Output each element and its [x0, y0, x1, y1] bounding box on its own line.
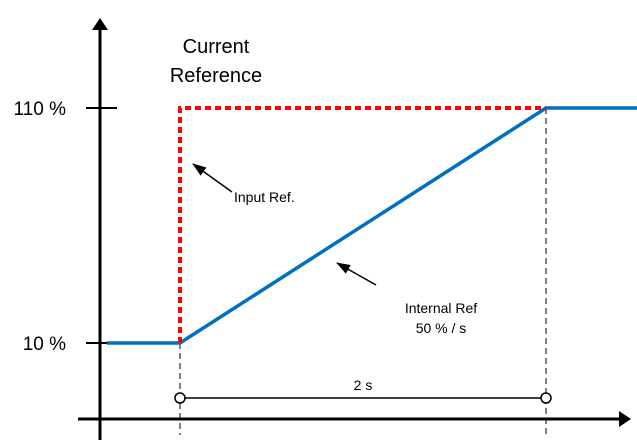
y-tick-label: 110 %: [14, 99, 67, 120]
input-ref-line: [178, 106, 546, 343]
internal-ref-arrow: [336, 262, 377, 286]
y-tick-label: 10 %: [23, 334, 66, 355]
input-ref-arrow: [192, 163, 233, 193]
internal-ref-rate: 50 % / s: [416, 320, 467, 336]
y-axis-label-line1: Current: [183, 36, 250, 58]
duration-label: 2 s: [354, 377, 373, 393]
duration-endpoint: [174, 392, 186, 404]
series-layer: [106, 106, 637, 345]
time-guides: [174, 108, 552, 435]
annotations: Input Ref. Internal Ref 50 % / s 2 s: [192, 163, 477, 393]
y-axis-label-line2: Reference: [170, 65, 262, 87]
input-ref-label: Input Ref.: [234, 189, 295, 205]
internal-ref-label: Internal Ref: [405, 300, 477, 316]
internal-ref-line: [106, 106, 637, 345]
duration-endpoint: [540, 392, 552, 404]
y-ticks: 10 % 110 %: [14, 99, 117, 355]
